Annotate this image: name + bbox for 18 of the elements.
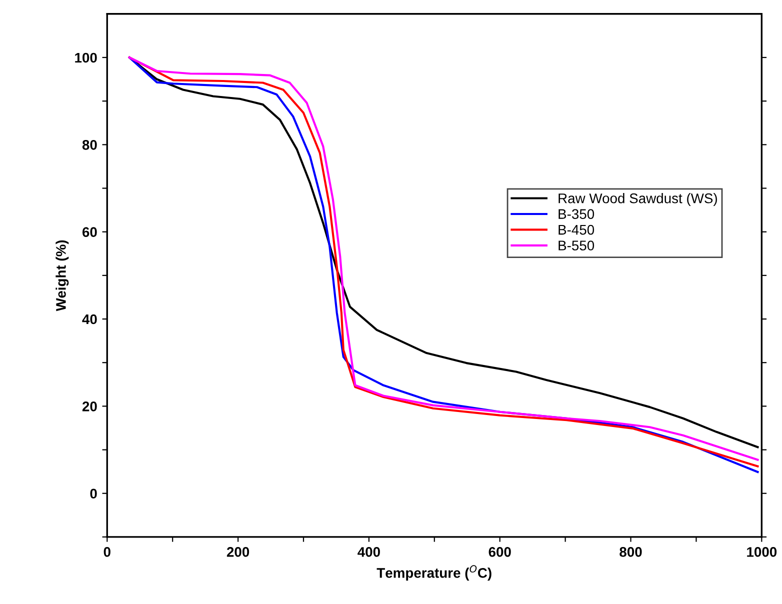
y-tick-label: 100 [75, 52, 97, 63]
y-tick-label: 80 [82, 140, 97, 150]
legend-label: B-350 [558, 209, 594, 219]
y-tick-label: 0 [90, 488, 97, 499]
x-tick-label: 200 [226, 547, 250, 557]
legend-label: B-550 [558, 240, 594, 250]
x-tick-label: 800 [620, 547, 642, 557]
x-tick-label: 0 [104, 547, 110, 557]
y-tick-label: 60 [82, 227, 97, 238]
y-axis-title: Weight (%) [56, 240, 69, 312]
x-tick-label: 400 [358, 547, 380, 557]
x-tick-label: 1000 [747, 547, 777, 557]
legend-label: B-450 [558, 224, 594, 235]
y-tick-label: 20 [82, 402, 97, 412]
x-axis-title: Temperature ($^{O}$C) [376, 565, 492, 581]
y-tick-label: 40 [82, 314, 97, 324]
legend-label: Raw Wood Sawdust (WS) [558, 193, 717, 206]
x-tick-label: 600 [488, 547, 511, 557]
